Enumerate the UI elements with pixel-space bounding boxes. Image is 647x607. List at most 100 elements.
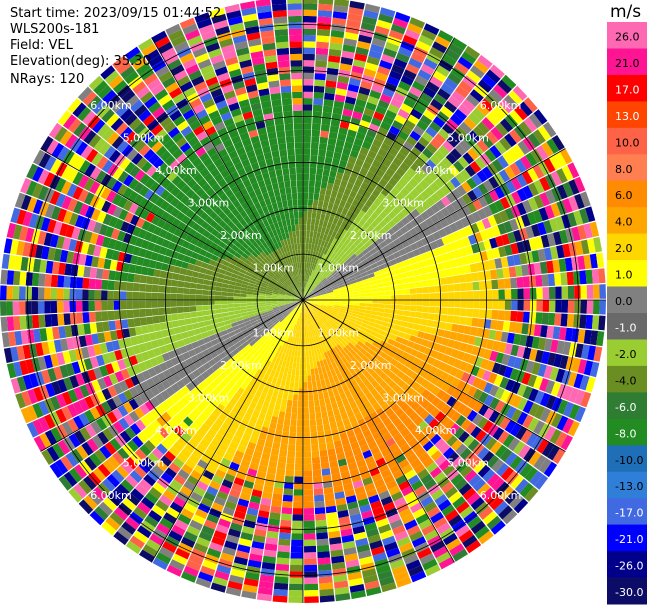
range-gate bbox=[348, 320, 355, 326]
range-gate bbox=[290, 355, 295, 363]
range-gate bbox=[522, 400, 534, 414]
range-gate bbox=[516, 311, 524, 323]
range-gate bbox=[273, 328, 280, 335]
range-gate bbox=[95, 322, 104, 333]
range-gate bbox=[295, 445, 303, 452]
range-gate bbox=[267, 524, 280, 533]
range-gate bbox=[310, 270, 315, 277]
range-gate bbox=[107, 455, 120, 469]
range-gate bbox=[264, 543, 278, 552]
range-gate bbox=[214, 417, 224, 428]
range-gate bbox=[217, 427, 228, 437]
range-gate bbox=[351, 65, 365, 75]
range-gate bbox=[331, 555, 345, 564]
range-gate bbox=[279, 187, 286, 195]
range-gate bbox=[278, 532, 291, 540]
range-gate bbox=[245, 353, 253, 361]
range-gate bbox=[333, 440, 343, 449]
range-gate bbox=[193, 265, 201, 273]
range-gate bbox=[239, 373, 248, 382]
range-gate bbox=[216, 277, 224, 283]
range-gate bbox=[278, 143, 287, 151]
range-gate bbox=[131, 152, 143, 165]
range-gate bbox=[21, 390, 32, 407]
range-gate bbox=[253, 325, 261, 331]
range-gate bbox=[125, 94, 140, 108]
range-gate bbox=[354, 486, 366, 495]
range-gate bbox=[248, 282, 255, 287]
range-gate bbox=[241, 486, 253, 496]
range-gate bbox=[256, 246, 264, 254]
range-gate bbox=[208, 413, 218, 423]
range-gate bbox=[581, 344, 590, 360]
range-gate bbox=[381, 321, 389, 327]
range-gate bbox=[460, 465, 473, 478]
range-gate bbox=[221, 304, 228, 309]
range-gate bbox=[215, 367, 224, 376]
range-gate bbox=[303, 331, 305, 338]
range-gate bbox=[343, 547, 357, 556]
range-gate bbox=[200, 64, 214, 76]
range-gate bbox=[297, 312, 300, 319]
range-gate bbox=[91, 152, 104, 166]
range-gate bbox=[140, 380, 150, 392]
range-gate bbox=[334, 255, 341, 263]
range-gate bbox=[287, 306, 293, 312]
range-gate bbox=[329, 334, 335, 341]
range-gate bbox=[313, 278, 318, 285]
range-gate bbox=[211, 13, 227, 24]
range-gate bbox=[233, 477, 245, 487]
range-gate bbox=[316, 320, 322, 327]
range-gate bbox=[227, 292, 234, 297]
range-gate bbox=[411, 480, 424, 491]
range-gate bbox=[251, 359, 259, 367]
range-gate bbox=[213, 355, 222, 364]
range-gate bbox=[256, 438, 266, 447]
range-gate bbox=[222, 207, 232, 216]
range-gate bbox=[279, 247, 285, 254]
range-gate bbox=[214, 142, 225, 153]
range-gate bbox=[19, 315, 27, 330]
range-gate bbox=[313, 98, 324, 106]
range-gate bbox=[41, 341, 50, 356]
range-gate bbox=[214, 291, 222, 296]
range-gate bbox=[362, 476, 374, 486]
range-gate bbox=[422, 457, 435, 468]
range-gate bbox=[334, 352, 341, 360]
range-gate bbox=[292, 98, 303, 105]
range-gate bbox=[325, 435, 334, 444]
range-gate bbox=[248, 265, 256, 272]
range-gate bbox=[401, 464, 413, 475]
range-gate bbox=[34, 244, 44, 259]
range-gate bbox=[529, 470, 543, 486]
range-gate bbox=[227, 300, 234, 304]
range-gate bbox=[196, 18, 213, 29]
range-gate bbox=[247, 228, 255, 237]
range-gate bbox=[340, 322, 347, 328]
range-gate bbox=[232, 392, 242, 401]
range-gate bbox=[214, 496, 227, 507]
range-gate bbox=[262, 257, 270, 265]
range-gate bbox=[391, 491, 404, 502]
range-gate bbox=[211, 182, 221, 193]
range-gate bbox=[352, 325, 360, 332]
range-gate bbox=[291, 310, 297, 316]
range-gate bbox=[241, 312, 249, 317]
range-gate bbox=[324, 156, 333, 164]
range-gate bbox=[259, 458, 269, 467]
range-gate bbox=[249, 415, 258, 424]
range-gate bbox=[317, 367, 323, 374]
range-gate bbox=[388, 177, 398, 187]
range-gate bbox=[201, 30, 217, 41]
range-gate bbox=[269, 252, 276, 260]
range-gate bbox=[311, 444, 319, 452]
range-gate bbox=[251, 541, 265, 550]
range-gate bbox=[280, 339, 285, 347]
range-gate bbox=[473, 300, 480, 309]
range-gate bbox=[269, 512, 281, 520]
range-gate bbox=[272, 105, 283, 113]
range-gate bbox=[395, 361, 404, 371]
range-gate bbox=[219, 133, 231, 143]
range-gate bbox=[471, 345, 480, 356]
range-gate bbox=[173, 115, 186, 127]
